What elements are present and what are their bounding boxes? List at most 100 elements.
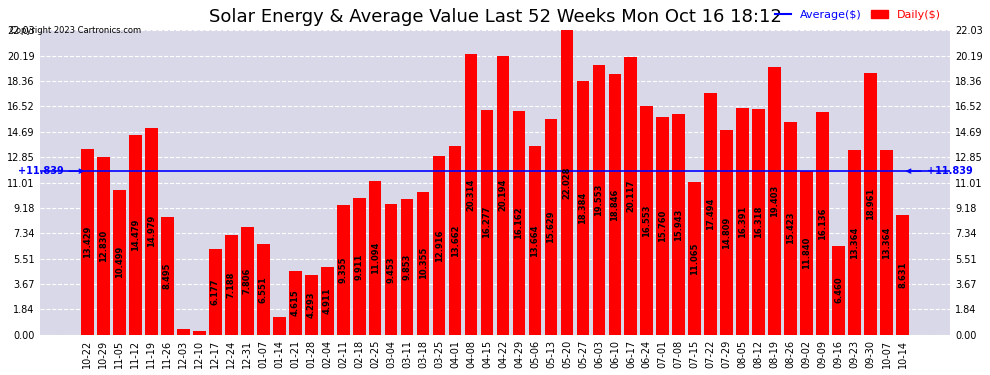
Bar	[321, 267, 334, 335]
Text: 13.662: 13.662	[450, 224, 459, 256]
Text: +11.839: +11.839	[907, 166, 972, 176]
Text: 18.961: 18.961	[866, 188, 875, 220]
Text: +11.839: +11.839	[18, 166, 83, 176]
Text: 16.318: 16.318	[754, 206, 763, 238]
Legend: Average($), Daily($): Average($), Daily($)	[770, 5, 944, 24]
Bar	[721, 130, 734, 335]
Bar	[560, 30, 573, 335]
Text: 16.162: 16.162	[515, 207, 524, 239]
Bar	[688, 182, 701, 335]
Bar	[705, 93, 717, 335]
Text: 4.911: 4.911	[323, 288, 332, 314]
Text: 15.943: 15.943	[674, 209, 683, 241]
Bar	[305, 276, 318, 335]
Bar	[529, 146, 542, 335]
Bar	[161, 217, 173, 335]
Bar	[896, 216, 909, 335]
Text: 7.806: 7.806	[243, 268, 251, 294]
Bar	[433, 156, 446, 335]
Bar	[544, 119, 557, 335]
Text: 9.453: 9.453	[386, 256, 396, 283]
Bar	[385, 204, 397, 335]
Bar	[848, 150, 861, 335]
Text: 12.830: 12.830	[99, 230, 108, 262]
Bar	[576, 81, 589, 335]
Bar	[417, 192, 430, 335]
Bar	[513, 111, 526, 335]
Text: 20.314: 20.314	[466, 178, 475, 211]
Text: 10.355: 10.355	[419, 247, 428, 279]
Text: 16.553: 16.553	[643, 204, 651, 237]
Bar	[593, 64, 605, 335]
Text: 13.429: 13.429	[83, 226, 92, 258]
Bar	[177, 329, 190, 335]
Text: 14.979: 14.979	[147, 215, 155, 248]
Text: 18.384: 18.384	[578, 192, 587, 224]
Bar	[833, 246, 845, 335]
Bar	[880, 150, 893, 335]
Text: 9.355: 9.355	[339, 257, 347, 284]
Text: 18.846: 18.846	[611, 188, 620, 221]
Bar	[480, 110, 493, 335]
Text: 20.194: 20.194	[499, 179, 508, 212]
Bar	[241, 227, 253, 335]
Text: 10.499: 10.499	[115, 246, 124, 278]
Text: 15.423: 15.423	[786, 212, 795, 244]
Bar	[145, 128, 157, 335]
Bar	[625, 57, 638, 335]
Bar	[448, 146, 461, 335]
Bar	[497, 56, 510, 335]
Bar	[817, 112, 829, 335]
Bar	[401, 199, 414, 335]
Text: Copyright 2023 Cartronics.com: Copyright 2023 Cartronics.com	[10, 26, 141, 35]
Text: 13.364: 13.364	[882, 226, 891, 259]
Title: Solar Energy & Average Value Last 52 Weeks Mon Oct 16 18:12: Solar Energy & Average Value Last 52 Wee…	[209, 8, 781, 26]
Bar	[752, 109, 765, 335]
Text: 16.391: 16.391	[739, 206, 747, 238]
Text: 20.117: 20.117	[627, 180, 636, 212]
Text: 19.553: 19.553	[594, 183, 604, 216]
Text: 13.664: 13.664	[531, 224, 540, 256]
Bar	[737, 108, 749, 335]
Text: 6.177: 6.177	[211, 279, 220, 305]
Bar	[800, 171, 813, 335]
Bar	[784, 122, 797, 335]
Text: 6.460: 6.460	[835, 277, 843, 303]
Text: 8.631: 8.631	[898, 262, 907, 288]
Text: 11.094: 11.094	[370, 242, 379, 274]
Text: 16.277: 16.277	[482, 206, 491, 238]
Bar	[368, 182, 381, 335]
Bar	[768, 67, 781, 335]
Text: 6.551: 6.551	[258, 276, 267, 303]
Bar	[113, 190, 126, 335]
Bar	[609, 74, 622, 335]
Bar	[464, 54, 477, 335]
Text: 11.840: 11.840	[802, 237, 811, 269]
Bar	[672, 114, 685, 335]
Bar	[256, 244, 269, 335]
Text: 15.629: 15.629	[546, 210, 555, 243]
Bar	[81, 149, 94, 335]
Text: 4.615: 4.615	[291, 290, 300, 316]
Text: 19.403: 19.403	[770, 184, 779, 217]
Bar	[193, 332, 206, 335]
Text: 9.853: 9.853	[403, 254, 412, 280]
Text: 16.136: 16.136	[818, 207, 828, 240]
Bar	[289, 271, 302, 335]
Text: 12.916: 12.916	[435, 229, 444, 262]
Bar	[864, 73, 877, 335]
Text: 14.809: 14.809	[723, 216, 732, 249]
Bar	[656, 117, 669, 335]
Bar	[129, 135, 142, 335]
Bar	[273, 317, 285, 335]
Text: 15.760: 15.760	[658, 210, 667, 242]
Text: 22.028: 22.028	[562, 166, 571, 199]
Text: 4.293: 4.293	[307, 292, 316, 318]
Bar	[352, 198, 365, 335]
Bar	[641, 106, 653, 335]
Text: 13.364: 13.364	[850, 226, 859, 259]
Bar	[209, 249, 222, 335]
Bar	[225, 236, 238, 335]
Text: 11.065: 11.065	[690, 242, 699, 274]
Text: 7.188: 7.188	[227, 272, 236, 298]
